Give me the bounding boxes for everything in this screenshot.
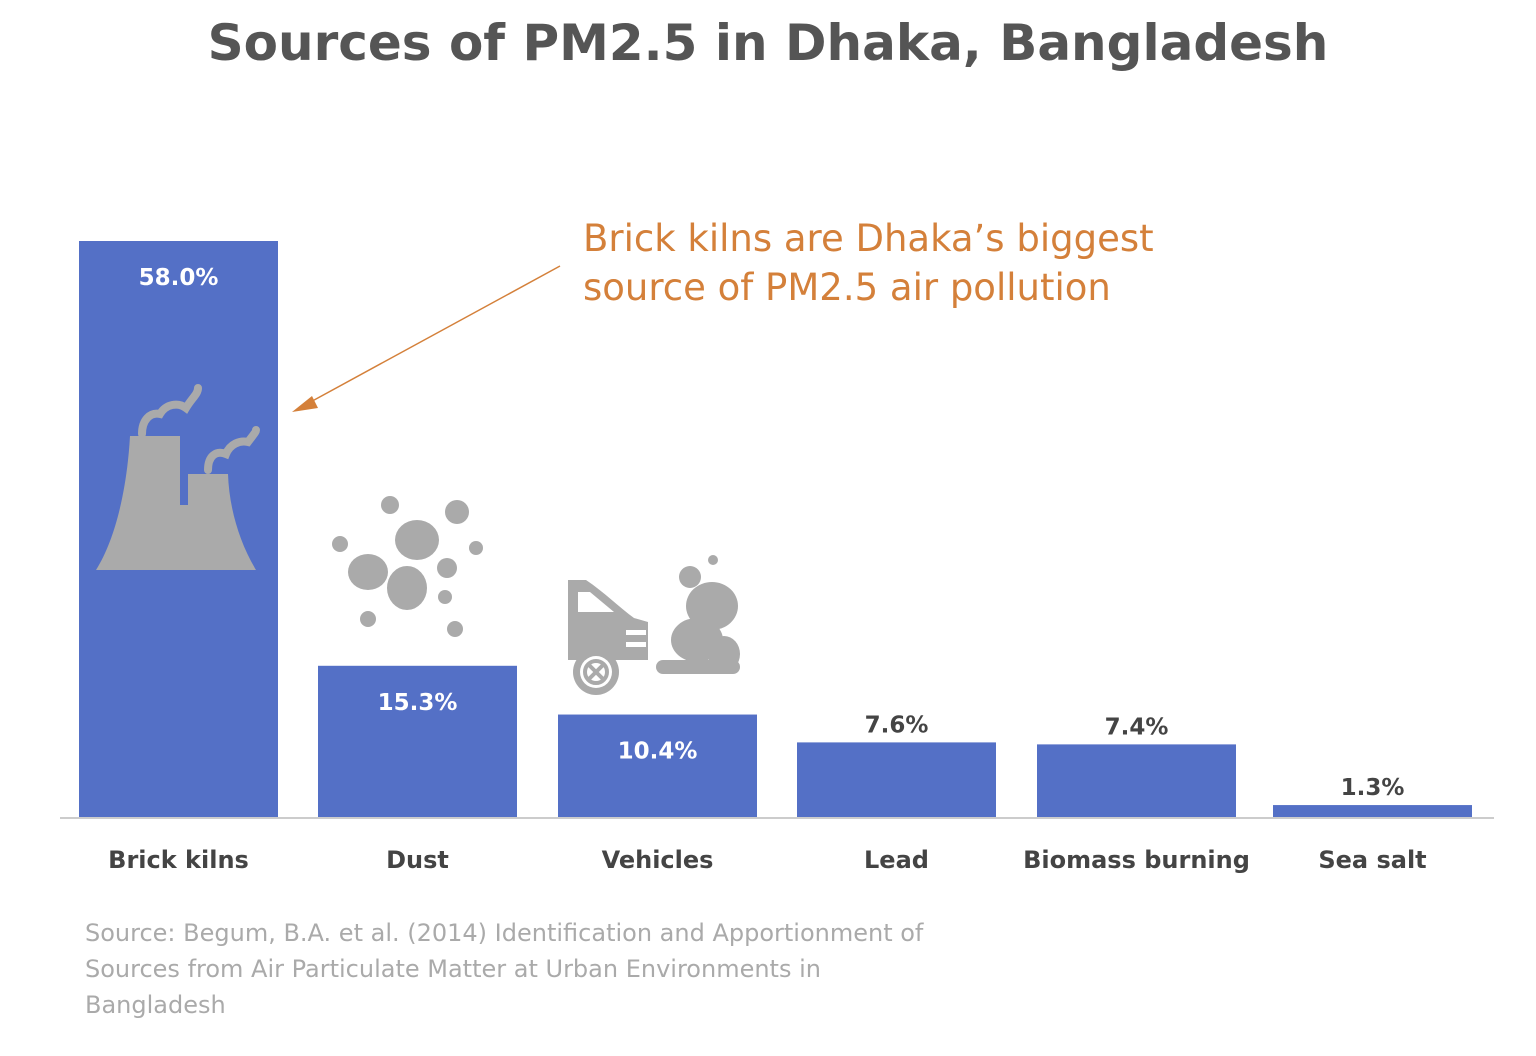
bar-lead (797, 742, 996, 818)
category-label-dust: Dust (386, 846, 449, 874)
bar-dust (318, 665, 517, 818)
source-line-3: Bangladesh (85, 991, 226, 1019)
page-title: Sources of PM2.5 in Dhaka, Bangladesh (207, 14, 1329, 72)
value-label-vehicles: 10.4% (618, 739, 698, 765)
value-labels-group: 58.0% 15.3% 10.4% 7.6% 7.4% 1.3% (139, 265, 1405, 801)
dust-particles-icon (332, 496, 483, 637)
category-label-vehicles: Vehicles (602, 846, 714, 874)
value-label-brick-kilns: 58.0% (139, 265, 219, 291)
source-note: Source: Begum, B.A. et al. (2014) Identi… (85, 915, 985, 1023)
bar-vehicles (558, 714, 757, 818)
value-label-biomass-burning: 7.4% (1105, 714, 1169, 740)
category-labels-group: Brick kilns Dust Vehicles Lead Biomass burni… (108, 846, 1426, 874)
category-label-brick-kilns: Brick kilns (108, 846, 249, 874)
bar-biomass-burning (1037, 744, 1236, 818)
annotation-arrow (292, 265, 561, 412)
annotation-callout: Brick kilns are Dhaka’s biggest source o… (583, 214, 1223, 312)
category-label-biomass-burning: Biomass burning (1023, 846, 1250, 874)
annotation-line-1: Brick kilns are Dhaka’s biggest (583, 217, 1154, 260)
value-label-dust: 15.3% (378, 690, 458, 716)
source-line-1: Source: Begum, B.A. et al. (2014) Identi… (85, 919, 924, 947)
bars-group (79, 241, 1472, 818)
category-label-lead: Lead (864, 846, 929, 874)
bar-sea-salt (1273, 805, 1472, 818)
annotation-line-2: source of PM2.5 air pollution (583, 266, 1111, 309)
category-label-sea-salt: Sea salt (1318, 846, 1426, 874)
factory-smoke-icon (96, 384, 260, 570)
value-label-sea-salt: 1.3% (1341, 775, 1405, 801)
source-line-2: Sources from Air Particulate Matter at U… (85, 955, 821, 983)
car-exhaust-icon (568, 555, 740, 695)
value-label-lead: 7.6% (865, 712, 929, 738)
